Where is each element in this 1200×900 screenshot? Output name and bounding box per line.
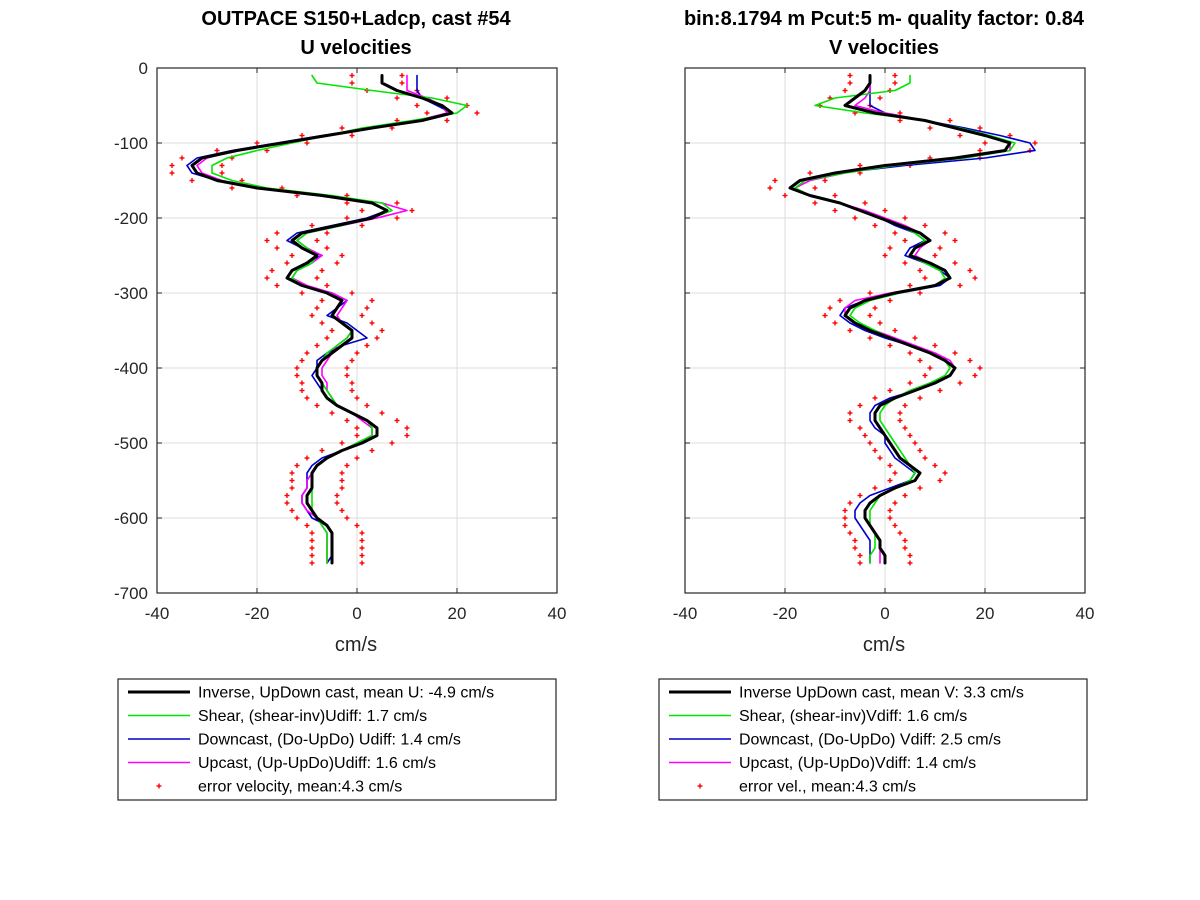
legend-entry-inverse: Inverse, UpDown cast, mean U: -4.9 cm/s (128, 685, 494, 702)
right-title-line2: V velocities (829, 37, 939, 59)
x-tick-label: 40 (1076, 604, 1095, 623)
v-velocity-plot: -40 -20 0 20 40 (673, 67, 1095, 623)
left-title-line1: OUTPACE S150+Ladcp, cast #54 (201, 8, 511, 30)
legend-label: Shear, (shear-inv)Udiff: 1.7 cm/s (198, 708, 427, 725)
series-inverse-line (190, 74, 454, 565)
legend-label: Inverse, UpDown cast, mean U: -4.9 cm/s (198, 685, 494, 702)
u-velocity-legend: Inverse, UpDown cast, mean U: -4.9 cm/s S… (117, 678, 557, 801)
legend-entry-error: error vel., mean:4.3 cm/s (697, 779, 916, 796)
y-tick-label: -300 (114, 284, 148, 303)
legend-label: Downcast, (Do-UpDo) Vdiff: 2.5 cm/s (739, 732, 1001, 749)
u-velocity-plot: -40 -20 0 20 400-100-200-300-400-500-600-700 (114, 59, 566, 623)
legend-label: Inverse UpDown cast, mean V: 3.3 cm/s (739, 685, 1024, 702)
legend-label: error velocity, mean:4.3 cm/s (198, 779, 402, 796)
x-tick-label: -20 (245, 604, 270, 623)
x-tick-label: 40 (548, 604, 567, 623)
x-tick-label: -40 (673, 604, 698, 623)
legend-entry-upcast: Upcast, (Up-UpDo)Vdiff: 1.4 cm/s (669, 755, 976, 772)
data-layer (169, 73, 480, 566)
series-error-error-dots (767, 73, 1038, 566)
legend-entry-shear: Shear, (shear-inv)Udiff: 1.7 cm/s (128, 708, 427, 725)
x-tick-label: -20 (773, 604, 798, 623)
y-tick-label: -200 (114, 209, 148, 228)
x-tick-label: 20 (976, 604, 995, 623)
x-tick-label: 20 (448, 604, 467, 623)
y-tick-label: -600 (114, 509, 148, 528)
legend-label: Upcast, (Up-UpDo)Vdiff: 1.4 cm/s (739, 755, 976, 772)
y-tick-label: -700 (114, 584, 148, 603)
right-title-line1: bin:8.1794 m Pcut:5 m- quality factor: 0… (684, 8, 1085, 30)
legend-entry-inverse: Inverse UpDown cast, mean V: 3.3 cm/s (669, 685, 1024, 702)
legend-label: Downcast, (Do-UpDo) Udiff: 1.4 cm/s (198, 732, 461, 749)
legend-entry-upcast: Upcast, (Up-UpDo)Udiff: 1.6 cm/s (128, 755, 436, 772)
right-x-axis-label: cm/s (863, 634, 905, 656)
y-tick-label: -100 (114, 134, 148, 153)
legend-label: error vel., mean:4.3 cm/s (739, 779, 916, 796)
left-title-line2: U velocities (300, 37, 411, 59)
legend-entry-shear: Shear, (shear-inv)Vdiff: 1.6 cm/s (669, 708, 967, 725)
legend-entry-downcast: Downcast, (Do-UpDo) Vdiff: 2.5 cm/s (669, 732, 1001, 749)
left-x-axis-label: cm/s (335, 634, 377, 656)
y-tick-label: -400 (114, 359, 148, 378)
y-tick-label: -500 (114, 434, 148, 453)
legend-label: Upcast, (Up-UpDo)Udiff: 1.6 cm/s (198, 755, 436, 772)
data-layer (767, 73, 1038, 566)
x-tick-label: 0 (352, 604, 361, 623)
x-tick-label: 0 (880, 604, 889, 623)
legend-box (117, 678, 557, 801)
v-velocity-legend: Inverse UpDown cast, mean V: 3.3 cm/s She… (658, 678, 1088, 801)
legend-entry-downcast: Downcast, (Do-UpDo) Udiff: 1.4 cm/s (128, 732, 461, 749)
legend-label: Shear, (shear-inv)Vdiff: 1.6 cm/s (739, 708, 967, 725)
y-tick-label: 0 (139, 59, 148, 78)
x-tick-label: -40 (145, 604, 170, 623)
series-inverse-line (788, 74, 1012, 565)
legend-entry-error: error velocity, mean:4.3 cm/s (156, 779, 402, 796)
